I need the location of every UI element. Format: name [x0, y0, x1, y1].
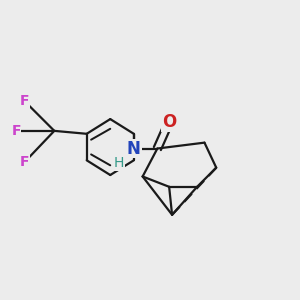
Text: H: H — [114, 156, 124, 170]
Text: F: F — [11, 124, 21, 138]
Text: N: N — [127, 140, 141, 158]
Text: F: F — [20, 94, 30, 108]
Text: F: F — [20, 155, 30, 169]
Text: O: O — [162, 113, 176, 131]
